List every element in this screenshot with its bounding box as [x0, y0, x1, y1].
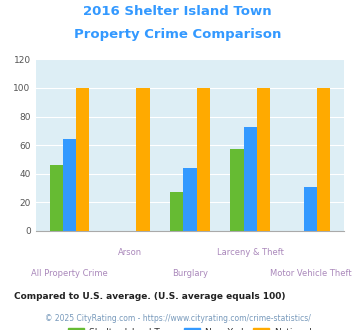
Legend: Shelter Island Town, New York, National: Shelter Island Town, New York, National: [65, 325, 315, 330]
Bar: [170, 192, 183, 231]
Text: 2016 Shelter Island Town: 2016 Shelter Island Town: [83, 5, 272, 18]
Bar: [197, 88, 210, 231]
Text: All Property Crime: All Property Crime: [31, 269, 108, 278]
Text: Motor Vehicle Theft: Motor Vehicle Theft: [269, 269, 351, 278]
Bar: [304, 187, 317, 231]
Bar: [63, 140, 76, 231]
Bar: [317, 88, 330, 231]
Bar: [76, 88, 89, 231]
Bar: [50, 165, 63, 231]
Text: Compared to U.S. average. (U.S. average equals 100): Compared to U.S. average. (U.S. average …: [14, 292, 286, 301]
Text: Property Crime Comparison: Property Crime Comparison: [74, 28, 281, 41]
Text: Arson: Arson: [118, 248, 142, 257]
Text: Larceny & Theft: Larceny & Theft: [217, 248, 284, 257]
Bar: [244, 127, 257, 231]
Bar: [257, 88, 270, 231]
Text: Burglary: Burglary: [172, 269, 208, 278]
Bar: [136, 88, 149, 231]
Bar: [183, 168, 197, 231]
Bar: [230, 149, 244, 231]
Text: © 2025 CityRating.com - https://www.cityrating.com/crime-statistics/: © 2025 CityRating.com - https://www.city…: [45, 314, 310, 323]
